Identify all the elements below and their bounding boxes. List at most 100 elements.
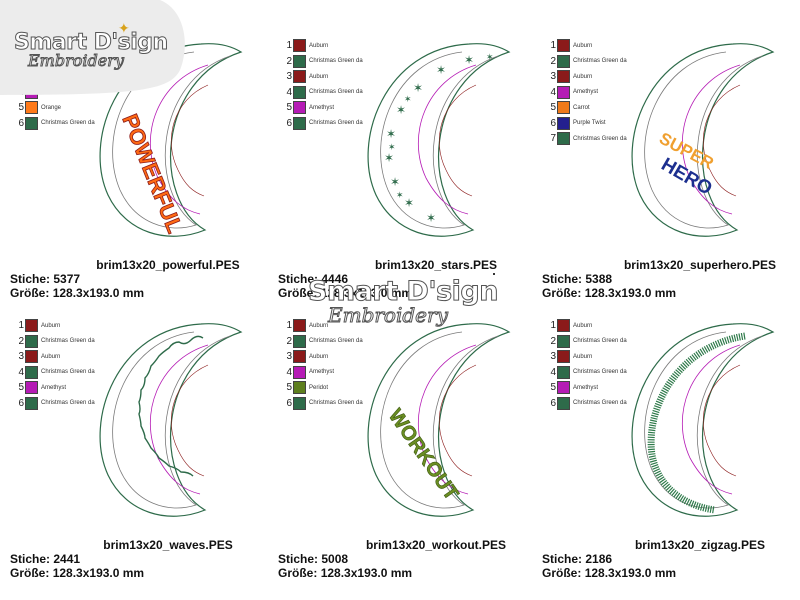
thread-color-row: 1 Auburn xyxy=(282,318,363,334)
design-info: brim13x20_superhero.PES Stiche: 5388 Grö… xyxy=(540,258,800,300)
thread-swatch xyxy=(25,116,38,130)
thread-swatch xyxy=(557,365,570,379)
thread-swatch xyxy=(293,334,306,348)
moon-design-image xyxy=(99,323,243,517)
thread-number: 5 xyxy=(18,102,24,114)
thread-number: 4 xyxy=(550,366,556,378)
thread-name: Christmas Green da xyxy=(309,89,363,96)
thread-number: 1 xyxy=(550,40,556,52)
svg-text:✶: ✶ xyxy=(404,94,412,104)
thread-number: 6 xyxy=(18,397,24,409)
thread-color-row: 1 Auburn xyxy=(282,38,363,54)
svg-text:✶: ✶ xyxy=(436,63,446,77)
thread-name: Amethyst xyxy=(41,384,67,391)
thread-name: Auburn xyxy=(573,353,593,360)
thread-color-row: 7 Christmas Green da xyxy=(546,131,627,147)
thread-color-row: 2 Christmas Green da xyxy=(282,54,363,70)
thread-color-row: 6 Christmas Green da xyxy=(546,396,627,412)
design-size: Größe: 128.3x193.0 mm xyxy=(10,566,145,580)
design-size: Größe: 128.3x193.0 mm xyxy=(278,286,413,300)
thread-name: Christmas Green da xyxy=(41,338,95,345)
svg-text:✶: ✶ xyxy=(426,211,436,225)
svg-text:✶: ✶ xyxy=(396,103,406,117)
thread-number: 6 xyxy=(286,397,292,409)
thread-name: Christmas Green da xyxy=(573,400,627,407)
thread-name: Amethyst xyxy=(573,89,599,96)
thread-swatch xyxy=(293,381,306,395)
design-card-zigzag: 1 Auburn 2 Christmas Green da 3 Auburn 4 Christ… xyxy=(540,310,800,580)
svg-text:✶: ✶ xyxy=(404,196,414,210)
thread-name: Peridot xyxy=(309,384,329,391)
design-text-workout: WORKOUT xyxy=(384,405,463,504)
moon-design-image xyxy=(631,323,775,517)
thread-name: Auburn xyxy=(309,73,329,80)
moon-design-image: POWERFUL xyxy=(99,43,243,237)
svg-text:✶: ✶ xyxy=(388,142,396,152)
svg-text:✶: ✶ xyxy=(413,81,423,95)
thread-swatch xyxy=(557,54,570,68)
design-filename: brim13x20_superhero.PES xyxy=(623,258,777,272)
svg-text:✶: ✶ xyxy=(396,190,404,200)
moon-design-image: SUPER HERO xyxy=(631,43,775,237)
svg-text:✶: ✶ xyxy=(384,151,394,165)
thread-number: 4 xyxy=(18,366,24,378)
stitch-count: Stiche: 2441 xyxy=(10,552,81,566)
thread-swatch xyxy=(293,350,306,364)
thread-color-legend: 1 Auburn 2 Christmas Green da 3 Auburn 4 Christ… xyxy=(14,318,95,411)
svg-text:✶: ✶ xyxy=(386,127,396,141)
thread-color-row: 5 Amethyst xyxy=(546,380,627,396)
thread-number: 4 xyxy=(286,86,292,98)
thread-name: Amethyst xyxy=(309,369,335,376)
logo-subtitle: Embroidery xyxy=(328,303,449,328)
thread-swatch xyxy=(557,70,570,84)
thread-color-row: 3 Auburn xyxy=(546,69,627,85)
thread-swatch xyxy=(557,132,570,146)
svg-text:✶: ✶ xyxy=(464,53,474,67)
thread-swatch xyxy=(557,39,570,53)
thread-name: Christmas Green da xyxy=(309,400,363,407)
thread-number: 7 xyxy=(550,133,556,145)
thread-number: 1 xyxy=(18,320,24,332)
thread-color-row: 5 Peridot xyxy=(282,380,363,396)
thread-swatch xyxy=(293,39,306,53)
moon-design-image: ✶ ✶ ✶ ✶ ✶ ✶ ✶ ✶ ✶ ✶ ✶ ✶ ✶ xyxy=(367,43,511,237)
design-card-superhero: SUPER HERO 1 Auburn 2 Christmas Green da 3 Au… xyxy=(540,30,800,300)
thread-name: Christmas Green da xyxy=(573,58,627,65)
thread-name: Auburn xyxy=(41,322,61,329)
thread-number: 6 xyxy=(286,117,292,129)
thread-number: 2 xyxy=(286,55,292,67)
thread-name: Auburn xyxy=(309,42,329,49)
thread-swatch xyxy=(293,396,306,410)
design-card-waves: 1 Auburn 2 Christmas Green da 3 Auburn 4 Christ… xyxy=(8,310,268,580)
thread-number: 6 xyxy=(18,117,24,129)
thread-number: 2 xyxy=(550,335,556,347)
thread-number: 3 xyxy=(286,351,292,363)
thread-number: 1 xyxy=(550,320,556,332)
thread-color-row: 4 Christmas Green da xyxy=(14,365,95,381)
thread-name: Christmas Green da xyxy=(309,120,363,127)
thread-swatch xyxy=(25,319,38,333)
thread-color-row: 3 Auburn xyxy=(282,69,363,85)
design-size: Größe: 128.3x193.0 mm xyxy=(542,286,677,300)
thread-swatch xyxy=(25,381,38,395)
thread-color-row: 1 Auburn xyxy=(14,318,95,334)
thread-color-row: 5 Orange xyxy=(14,100,95,116)
thread-number: 4 xyxy=(286,366,292,378)
thread-number: 3 xyxy=(550,71,556,83)
thread-number: 3 xyxy=(18,351,24,363)
logo-title: Smart D'sign xyxy=(308,276,499,308)
svg-text:✶: ✶ xyxy=(486,52,494,62)
thread-swatch xyxy=(293,365,306,379)
brand-logo-watermark: Smart D'sign Embroidery xyxy=(308,276,499,346)
thread-number: 2 xyxy=(286,335,292,347)
thread-name: Christmas Green da xyxy=(573,135,627,142)
thread-name: Christmas Green da xyxy=(41,400,95,407)
thread-name: Christmas Green da xyxy=(41,120,95,127)
thread-number: 4 xyxy=(550,86,556,98)
thread-color-row: 6 Christmas Green da xyxy=(282,396,363,412)
thread-name: Christmas Green da xyxy=(573,369,627,376)
thread-color-row: 3 Auburn xyxy=(282,349,363,365)
thread-swatch xyxy=(557,381,570,395)
thread-swatch xyxy=(557,319,570,333)
thread-name: Amethyst xyxy=(573,384,599,391)
